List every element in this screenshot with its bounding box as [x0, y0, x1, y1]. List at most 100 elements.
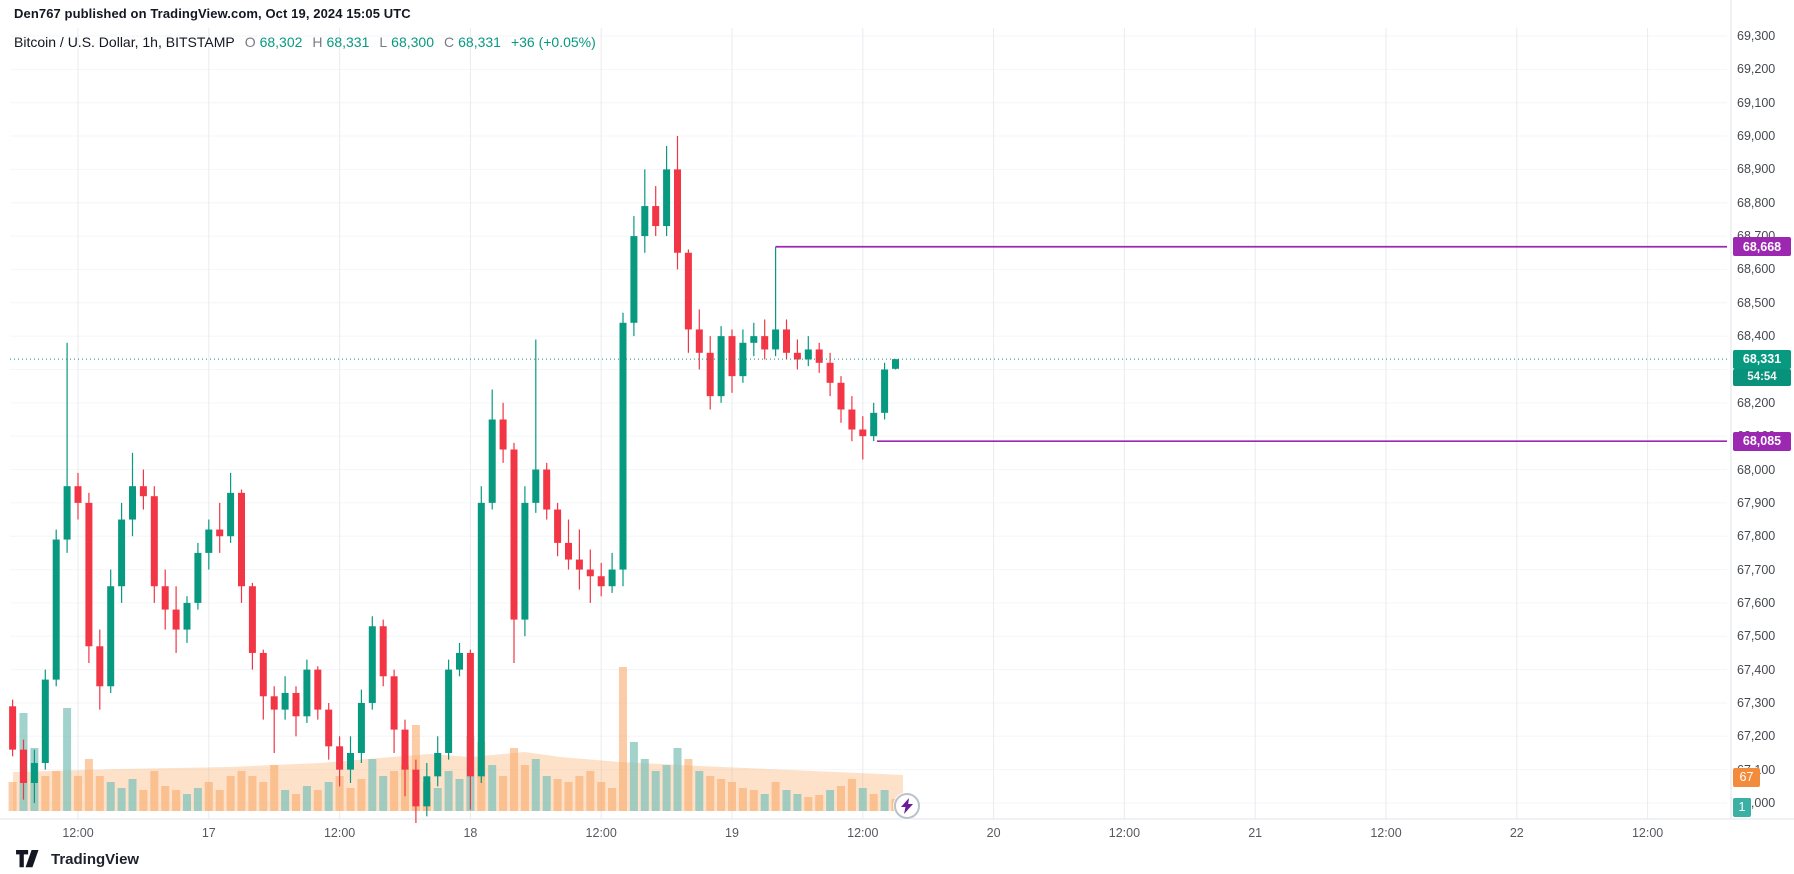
volume-bar	[302, 786, 311, 811]
candle-body	[597, 576, 605, 587]
symbol-title[interactable]: Bitcoin / U.S. Dollar, 1h, BITSTAMP	[14, 34, 235, 50]
candle-body	[390, 676, 398, 730]
volume-bar	[760, 794, 769, 811]
volume-bar	[379, 776, 388, 811]
last-price-badge: 68,331	[1733, 349, 1791, 369]
volume-bar	[237, 771, 246, 811]
candle-body	[336, 746, 344, 770]
candle-body	[619, 322, 627, 570]
volume-bar	[292, 794, 300, 811]
candle-body	[837, 382, 845, 410]
candle-body	[532, 469, 540, 503]
candle-body	[445, 669, 453, 753]
candle-body	[194, 552, 202, 603]
volume-bar	[847, 779, 856, 811]
volume-bar	[804, 797, 813, 811]
volume-bar	[619, 667, 627, 811]
candle-body	[227, 492, 235, 537]
volume-bar	[564, 782, 573, 811]
candle-body	[9, 706, 17, 750]
candle-body	[815, 349, 823, 363]
candle-body	[488, 419, 496, 503]
candle-body	[881, 369, 889, 413]
volume-bar	[531, 759, 540, 811]
volume-bar	[215, 790, 224, 811]
volume-bar	[335, 776, 344, 811]
brand-name[interactable]: TradingView	[51, 851, 140, 868]
volume-bar	[183, 794, 191, 811]
candle-body	[52, 539, 60, 680]
price-tick-label: 68,400	[1737, 329, 1776, 344]
candle-body	[357, 702, 365, 753]
close-value: 68,331	[458, 34, 501, 50]
volume-bar	[695, 771, 704, 811]
volume-bar	[313, 790, 322, 811]
candle-body	[325, 709, 333, 747]
price-tick-label: 67,900	[1737, 495, 1776, 510]
volume-bar	[74, 776, 82, 811]
volume-value-badge: 67	[1733, 767, 1760, 787]
candle-body	[259, 652, 267, 697]
volume-bar	[433, 788, 442, 811]
volume-bar	[8, 782, 17, 811]
candle-body	[20, 749, 27, 783]
volume-bar	[390, 771, 399, 811]
footer: TradingView	[14, 850, 139, 869]
volume-bar	[793, 794, 802, 811]
open-label: O	[244, 34, 256, 50]
candle-body	[783, 329, 790, 353]
low-value: 68,300	[391, 34, 434, 50]
candle-body	[303, 669, 311, 717]
candle-body	[270, 696, 278, 710]
price-tick-label: 67,200	[1737, 729, 1776, 744]
candle-body	[96, 646, 104, 687]
chart-header: Den767 published on TradingView.com, Oct…	[14, 6, 596, 50]
candle-body	[172, 609, 180, 630]
volume-bar	[52, 771, 61, 811]
attribution-text: Den767 published on TradingView.com, Oct…	[14, 6, 411, 21]
volume-bar	[106, 782, 115, 811]
candle-body	[521, 502, 529, 620]
countdown-badge: 54:54	[1733, 368, 1791, 386]
candle-body	[281, 692, 289, 710]
volume-bar	[575, 776, 584, 811]
price-tick-label: 67,400	[1737, 662, 1776, 677]
volume-bar	[629, 742, 638, 811]
candle-body	[183, 602, 191, 630]
time-tick-label: 20	[986, 826, 1001, 840]
volume-bar	[608, 788, 617, 811]
candle-body	[379, 626, 387, 677]
volume-bar	[248, 776, 257, 811]
volume-bar	[510, 748, 518, 811]
price-tick-label: 68,500	[1737, 295, 1776, 310]
candle-body	[793, 352, 801, 360]
price-tick-label: 69,200	[1737, 62, 1776, 77]
volume-bar	[444, 771, 453, 811]
candle-body	[466, 652, 474, 777]
volume-bar	[128, 779, 137, 811]
volume-bar	[259, 782, 268, 811]
volume-bar	[150, 771, 159, 811]
volume-bar	[782, 790, 791, 811]
lightning-marker-icon[interactable]	[894, 793, 920, 819]
high-label: H	[312, 34, 323, 50]
tradingview-logo-icon	[16, 850, 39, 868]
low-label: L	[379, 34, 388, 50]
candle-body	[477, 502, 485, 777]
price-tick-label: 69,100	[1737, 95, 1776, 110]
candle-body	[314, 669, 322, 710]
candle-body	[859, 429, 867, 437]
candle-body	[750, 336, 758, 343]
price-tick-label: 67,300	[1737, 695, 1776, 710]
volume-bar	[749, 790, 758, 811]
time-tick-label: 18	[463, 826, 478, 840]
candle-body	[870, 412, 878, 437]
candle-body	[118, 519, 126, 587]
candle-body	[565, 542, 572, 560]
volume-bar	[368, 759, 377, 811]
volume-bar	[95, 776, 104, 811]
volume-bar	[880, 790, 889, 811]
level-lower-badge: 68,085	[1733, 431, 1791, 451]
candle-body	[85, 502, 93, 647]
